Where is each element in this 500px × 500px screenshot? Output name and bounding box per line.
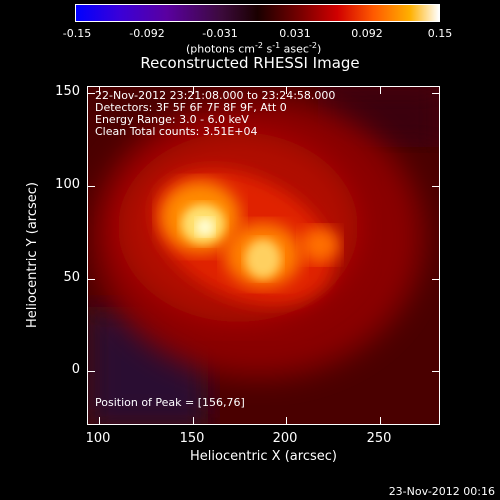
y-tick bbox=[88, 371, 95, 372]
x-tick-label: 250 bbox=[366, 431, 392, 446]
colorbar-tick-label: -0.031 bbox=[202, 27, 238, 40]
y-tick-label: 50 bbox=[63, 270, 80, 285]
y-tick-label: 100 bbox=[55, 177, 80, 192]
observation-time: 22-Nov-2012 23:21:08.000 to 23:24:58.000 bbox=[95, 89, 336, 102]
x-axis-label: Heliocentric X (arcsec) bbox=[190, 449, 337, 464]
clean-total-counts: Clean Total counts: 3.51E+04 bbox=[95, 125, 258, 138]
x-tick bbox=[286, 87, 287, 94]
colorbar-tick-label: 0.031 bbox=[279, 27, 311, 40]
x-tick bbox=[380, 417, 381, 424]
colorbar bbox=[75, 4, 440, 22]
y-tick bbox=[88, 93, 95, 94]
x-tick bbox=[99, 417, 100, 424]
colorbar-tick-label: -0.15 bbox=[62, 27, 92, 40]
y-tick bbox=[432, 279, 439, 280]
plot-area: 22-Nov-2012 23:21:08.000 to 23:24:58.000… bbox=[87, 86, 440, 425]
x-tick bbox=[99, 87, 100, 94]
y-tick-label: 0 bbox=[71, 362, 80, 377]
y-tick-label: 150 bbox=[55, 84, 80, 99]
y-tick bbox=[88, 279, 95, 280]
detectors-info: Detectors: 3F 5F 6F 7F 8F 9F, Att 0 bbox=[95, 101, 287, 114]
plot-title: Reconstructed RHESSI Image bbox=[140, 54, 360, 72]
x-tick-label: 200 bbox=[272, 431, 298, 446]
solar-image bbox=[88, 87, 439, 424]
colorbar-tick-label: 0.092 bbox=[351, 27, 383, 40]
y-tick bbox=[432, 186, 439, 187]
colorbar-units: (photons cm-2 s-1 asec-2) bbox=[186, 41, 322, 56]
colorbar-tick-label: -0.092 bbox=[129, 27, 165, 40]
x-tick-label: 150 bbox=[179, 431, 205, 446]
energy-range: Energy Range: 3.0 - 6.0 keV bbox=[95, 113, 249, 126]
y-tick bbox=[88, 186, 95, 187]
y-tick bbox=[432, 371, 439, 372]
x-tick bbox=[286, 417, 287, 424]
x-tick bbox=[193, 417, 194, 424]
peak-position: Position of Peak = [156,76] bbox=[95, 396, 245, 409]
footer-timestamp: 23-Nov-2012 00:16 bbox=[388, 485, 495, 498]
y-axis-label: Heliocentric Y (arcsec) bbox=[25, 182, 40, 328]
x-tick bbox=[380, 87, 381, 94]
colorbar-tick-label: 0.15 bbox=[427, 27, 453, 40]
x-tick bbox=[193, 87, 194, 94]
x-tick-label: 100 bbox=[85, 431, 111, 446]
y-tick bbox=[432, 93, 439, 94]
